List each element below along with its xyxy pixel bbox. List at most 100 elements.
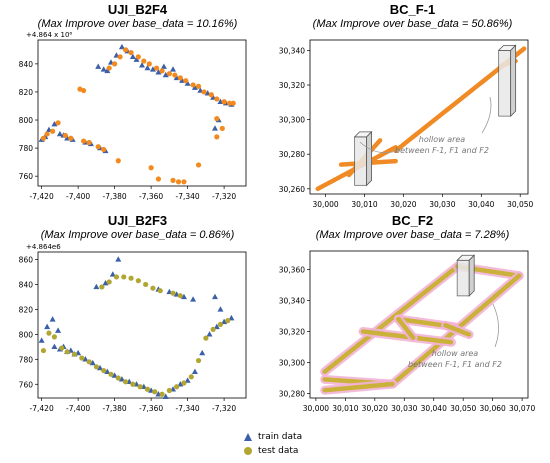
train-point [93,283,100,290]
test-point [214,134,220,140]
test-point [177,75,183,81]
test-point [95,144,101,150]
test-point [40,347,47,354]
y-tick-label: 780 [19,355,34,364]
annotation-text: hollow area [419,135,466,144]
train-point [191,84,198,90]
test-point [155,176,162,182]
test-point [137,384,143,390]
test-point [46,330,52,336]
test-point [172,72,178,78]
train-point [56,130,63,137]
test-point [101,146,107,153]
annotation-arrow [481,96,492,134]
test-point [146,61,152,67]
train-point [139,62,145,68]
y-tick-label: 800 [19,116,34,125]
test-point [93,364,99,370]
test-point [86,139,92,146]
test-point [221,99,227,105]
annotation-arrow [492,303,499,348]
test-point [62,132,68,139]
train-point [221,318,228,325]
legend-train-label: train data [258,432,303,442]
train-point [129,53,136,60]
x-tick-label: -7,380 [103,404,127,413]
chart3-title: UJI_B2F3 [107,213,168,228]
test-point [214,96,220,102]
hollow-box [354,136,368,186]
chart2-subtitle: (Max Improve over base_data = 50.86%) [312,18,513,30]
train-point [55,327,62,333]
train-point [118,43,125,50]
x-tick-label: 30,070 [509,404,535,413]
chart4-title: BC_F2 [391,213,434,228]
test-point [135,54,141,60]
test-point [135,278,141,284]
test-point [159,391,165,397]
train-point [160,63,167,69]
train-point [44,323,51,330]
chart4-subtitle: (Max Improve over base_data = 7.28%) [315,229,510,241]
test-point [219,125,225,132]
train-point [51,343,58,350]
annotation-arrow [359,141,401,154]
chart1-subtitle: (Max Improve over base_data = 10.16%) [37,18,238,30]
train-point [149,66,156,72]
path-line [443,323,472,337]
test-point [174,384,180,390]
test-point [143,281,149,288]
annotation-text: hollow area [432,349,479,358]
train-point [104,67,111,74]
x-tick-label: -7,380 [103,192,127,201]
test-point [181,380,187,386]
test-point [230,100,236,106]
test-point [159,68,165,74]
test-point [217,321,224,327]
path-line [322,381,395,393]
chart4-plot [307,250,529,401]
train-point [213,323,220,330]
path-line [396,316,416,340]
x-tick-label: -7,360 [139,192,163,201]
train-point [217,306,224,312]
train-point [104,368,111,374]
train-point [190,296,197,302]
legend-train: train data [243,430,302,444]
x-tick-label: -7,320 [212,192,236,201]
test-point [130,381,136,387]
x-tick-label: 30,030 [391,404,417,413]
train-point [95,63,102,69]
test-point [170,290,176,296]
train-point [180,293,187,300]
train-point [115,256,122,262]
hollow-box-side [510,44,517,118]
x-tick-label: 30,040 [421,404,447,413]
path-line [322,264,460,374]
test-point [81,138,87,144]
chart3-subtitle: (Max Improve over base_data = 0.86%) [40,229,235,241]
test-point [86,359,92,365]
test-point [208,92,214,98]
y-tick-label: 30,320 [279,327,305,336]
x-tick-label: -7,360 [139,404,163,413]
x-tick-label: 30,020 [390,200,416,209]
train-point [199,349,206,356]
test-point [71,351,78,357]
y-tick-label: 860 [19,255,34,264]
y-tick-label: 30,340 [279,297,305,306]
y-tick-label: 820 [19,88,34,97]
test-point [203,335,209,341]
y-tick-label: 30,260 [279,185,305,194]
x-tick-label: 30,010 [351,200,377,209]
chart2-plot [307,39,529,197]
test-point [181,179,187,185]
train-point [133,56,140,62]
train-point [184,80,191,86]
test-point [188,374,194,380]
test-point [152,389,158,395]
legend: train data test data [243,430,302,458]
y-tick-label: 820 [19,305,34,314]
test-point [157,288,163,294]
test-point [175,179,182,185]
